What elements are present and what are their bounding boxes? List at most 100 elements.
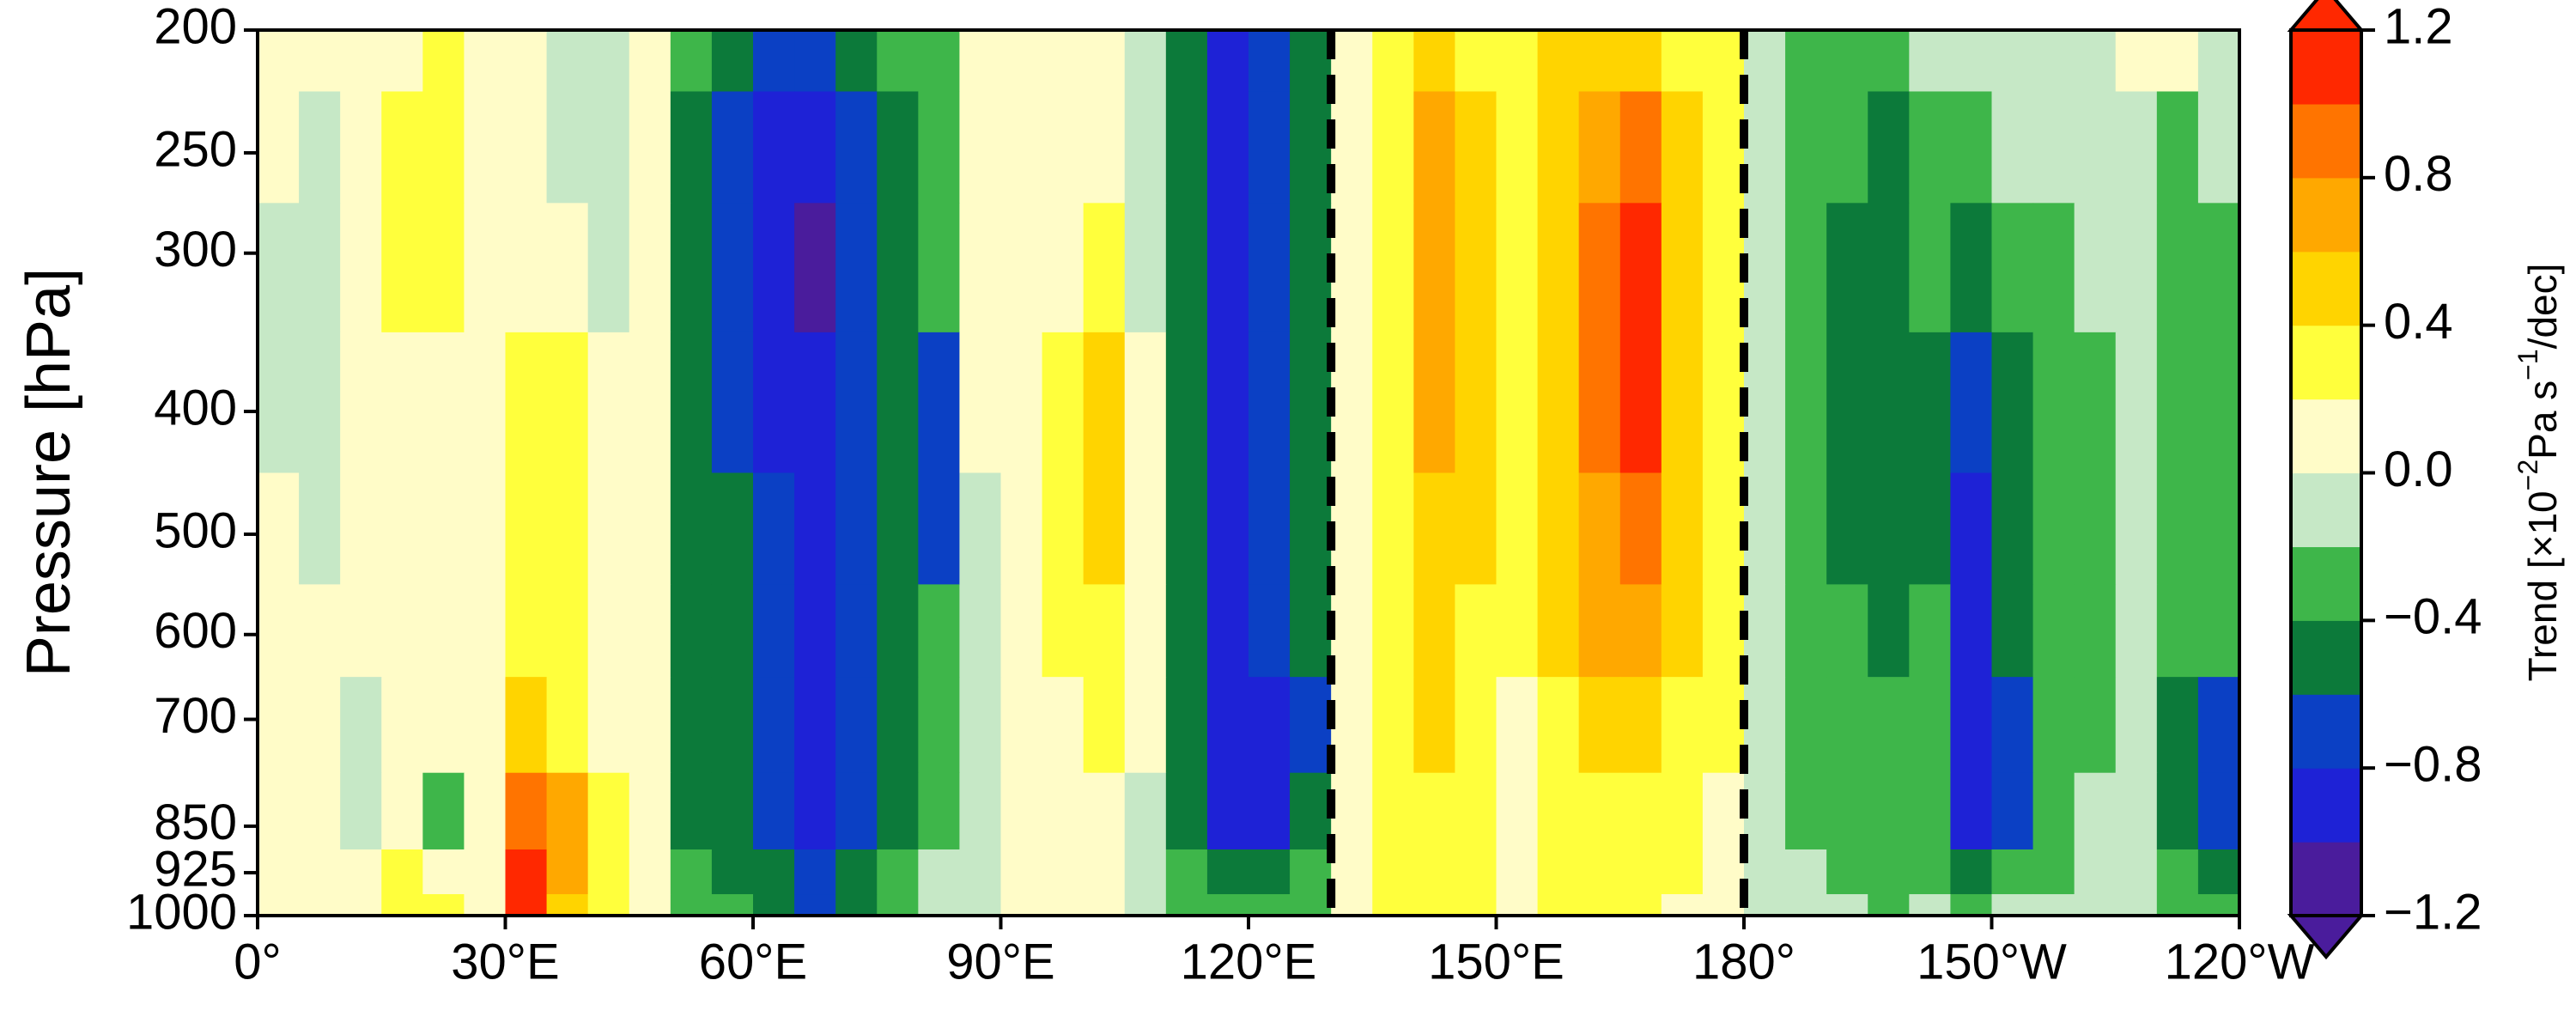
contour-cell (629, 894, 671, 916)
contour-cell (1083, 203, 1126, 333)
colorbar-swatch (2291, 325, 2361, 400)
contour-cell (1537, 772, 1580, 850)
contour-cell (1000, 677, 1043, 774)
contour-cell (629, 472, 671, 585)
contour-cell (1455, 849, 1498, 895)
contour-cell (918, 472, 961, 585)
contour-cell (299, 772, 341, 850)
contour-cell (753, 332, 795, 474)
contour-cell (546, 332, 589, 474)
contour-cell (1124, 203, 1167, 333)
contour-cell (1249, 894, 1291, 916)
contour-cell (381, 203, 423, 333)
contour-cell (299, 677, 341, 774)
contour-cell (1868, 894, 1910, 916)
contour-cell (835, 894, 878, 916)
contour-cell (918, 30, 961, 93)
contour-cell (1372, 584, 1414, 678)
contour-cell (670, 203, 713, 333)
contour-cell (505, 849, 548, 895)
contour-cell (794, 203, 836, 333)
contour-cell (2197, 203, 2240, 333)
contour-cell (1909, 332, 1952, 474)
contour-cell (1702, 849, 1745, 895)
contour-cell (1578, 894, 1621, 916)
contour-cell (505, 472, 548, 585)
contour-cell (2032, 894, 2075, 916)
contour-cell (2156, 203, 2199, 333)
contour-cell (877, 894, 919, 916)
contour-cell (1000, 894, 1043, 916)
contour-cell (1165, 677, 1208, 774)
contour-cell (1165, 772, 1208, 850)
contour-cell (1826, 584, 1868, 678)
contour-cell (1455, 894, 1498, 916)
contour-cell (1331, 203, 1373, 333)
contour-cell (1083, 91, 1126, 204)
contour-cell (1455, 677, 1498, 774)
contour-cell (1909, 849, 1952, 895)
contour-cell (258, 472, 300, 585)
contour-cell (629, 849, 671, 895)
contour-cell (1496, 203, 1539, 333)
contour-cell (1413, 772, 1456, 850)
contour-cell (1000, 849, 1043, 895)
contour-cell (587, 772, 630, 850)
contour-cell (1290, 203, 1332, 333)
contour-cell (299, 203, 341, 333)
contour-cell (2074, 772, 2117, 850)
contour-cell (2115, 677, 2158, 774)
y-tick-label: 250 (154, 121, 237, 177)
contour-cell (1372, 332, 1414, 474)
contour-cell (1619, 584, 1662, 678)
contour-cell (1290, 30, 1332, 93)
contour-cell (1619, 332, 1662, 474)
contour-cell (2115, 91, 2158, 204)
contour-cell (1165, 584, 1208, 678)
contour-cell (2032, 849, 2075, 895)
contour-cell (1413, 91, 1456, 204)
contour-cell (1413, 203, 1456, 333)
colorbar-tick-label: 0.0 (2384, 441, 2453, 497)
contour-cell (2197, 894, 2240, 916)
contour-cell (1290, 584, 1332, 678)
contour-cell (1578, 91, 1621, 204)
contour-cell (422, 772, 465, 850)
contour-cell (670, 30, 713, 93)
y-tick-label: 300 (154, 222, 237, 277)
contour-cell (877, 677, 919, 774)
contour-cell (959, 677, 1002, 774)
contour-cell (629, 772, 671, 850)
contour-cell (587, 30, 630, 93)
contour-cell (1206, 894, 1249, 916)
contour-cell (670, 894, 713, 916)
contour-cell (505, 584, 548, 678)
contour-cell (1413, 30, 1456, 93)
contour-cell (1702, 584, 1745, 678)
contour-cell (422, 584, 465, 678)
contour-cell (258, 772, 300, 850)
contour-cell (340, 332, 382, 474)
colorbar-tick-label: 0.4 (2384, 294, 2453, 350)
contour-cell (1372, 894, 1414, 916)
colorbar-label: Trend [×10−2Pa s−1/dec] (2512, 264, 2565, 682)
contour-cell (1249, 677, 1291, 774)
colorbar-label-part: Trend [×10 (2520, 490, 2565, 681)
contour-cell (1826, 332, 1868, 474)
contour-cell (877, 91, 919, 204)
contour-cell (1744, 894, 1786, 916)
contour-cell (1950, 584, 1993, 678)
contour-cell (1950, 30, 1993, 93)
contour-cell (2156, 772, 2199, 850)
contour-cell (1331, 772, 1373, 850)
contour-cell (422, 677, 465, 774)
contour-cell (877, 849, 919, 895)
contour-cell (1744, 677, 1786, 774)
colorbar-label-part: −2 (2512, 460, 2543, 490)
contour-cell (2074, 91, 2117, 204)
contour-cell (1165, 849, 1208, 895)
contour-cell (1290, 472, 1332, 585)
contour-cell (258, 91, 300, 204)
contour-cell (835, 203, 878, 333)
contour-cell (505, 91, 548, 204)
